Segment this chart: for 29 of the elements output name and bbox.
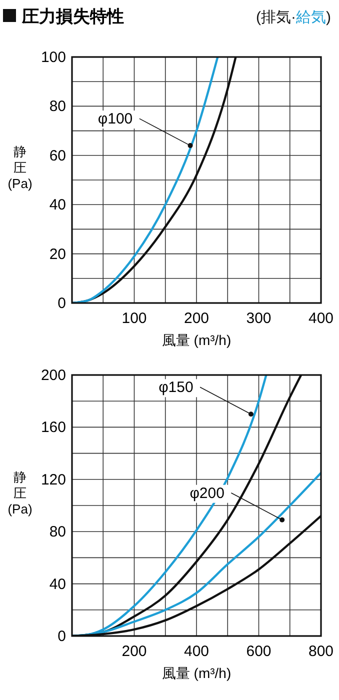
- y-axis-title: 静圧(Pa): [8, 470, 32, 516]
- chart-title: 圧力損失特性: [21, 7, 124, 26]
- x-tick-label: 100: [122, 310, 147, 327]
- x-tick-label: 300: [246, 310, 272, 327]
- y-tick-label: 160: [40, 419, 66, 436]
- annotation: φ100: [98, 110, 133, 128]
- x-tick-label: 800: [308, 643, 334, 660]
- y-axis-title: 静圧(Pa): [8, 144, 32, 191]
- y-tick-label: 20: [49, 246, 66, 263]
- annotation: φ150: [158, 379, 194, 396]
- x-tick-label: 400: [308, 310, 334, 327]
- y-tick-label: 40: [49, 196, 66, 214]
- y-tick-label: 0: [58, 295, 66, 312]
- x-axis-title: 風量 (m³/h): [162, 665, 232, 681]
- y-tick-label: 200: [40, 367, 66, 384]
- y-tick-label: 100: [40, 49, 66, 66]
- annotation: φ200: [190, 484, 224, 502]
- x-tick-label: 600: [246, 643, 272, 660]
- x-tick-label: 400: [184, 643, 210, 660]
- x-tick-label: 200: [184, 310, 210, 327]
- y-tick-label: 60: [49, 147, 66, 164]
- y-tick-label: 120: [40, 471, 66, 488]
- y-tick-label: 80: [49, 98, 66, 116]
- x-tick-label: 200: [122, 643, 147, 660]
- y-tick-label: 0: [58, 628, 66, 645]
- y-tick-label: 40: [49, 576, 66, 593]
- y-tick-label: 80: [49, 524, 66, 541]
- x-axis-title: 風量 (m³/h): [162, 332, 232, 348]
- chart-subtitle: (排気·給気): [256, 9, 331, 26]
